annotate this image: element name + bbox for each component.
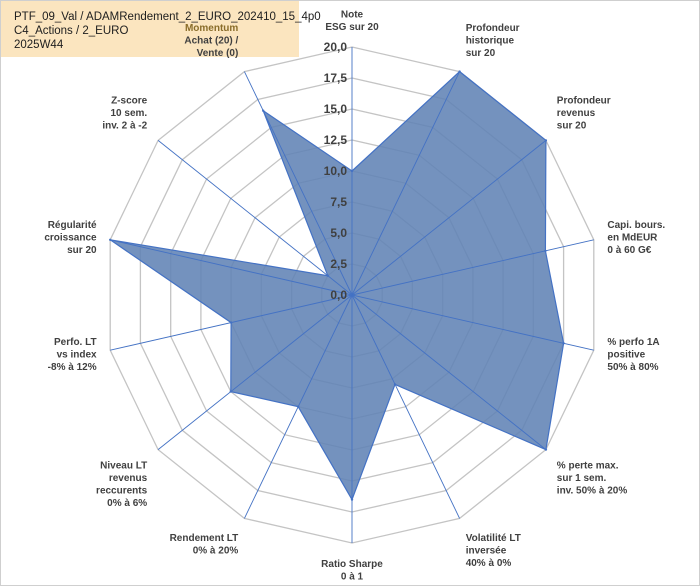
axis-label-group: Ratio Sharpe 0 à 1 xyxy=(321,559,383,583)
axis-label-line: Capi. bours. xyxy=(607,220,665,231)
axis-label-line: Perfo. LT xyxy=(54,337,97,348)
axis-label-line: Volatilité LT xyxy=(466,533,521,544)
radial-tick-label: 17,5 xyxy=(324,71,348,85)
radar-spoke xyxy=(351,71,461,296)
axis-label-line: Profondeur xyxy=(466,23,520,34)
axis-label-line: en MdEUR xyxy=(607,233,658,244)
axis-label-line: 0 à 60 G€ xyxy=(607,245,651,256)
radial-tick-label: 5,0 xyxy=(330,226,347,240)
axis-label-line: vs index xyxy=(57,349,97,360)
axis-label-line: croissance xyxy=(44,233,97,244)
radar-spoke xyxy=(157,140,353,296)
radar-spokes xyxy=(110,47,594,543)
axis-label-line: ESG sur 20 xyxy=(325,22,379,33)
axis-label-line: % perfo 1A xyxy=(607,337,659,348)
axis-label-line: Vente (0) xyxy=(197,48,239,59)
radial-tick-label: 2,5 xyxy=(330,257,347,271)
axis-label-line: % perte max. xyxy=(557,460,619,471)
radial-tick-label: 10,0 xyxy=(324,164,348,178)
axis-label-line: inv. 50% à 20% xyxy=(557,485,628,496)
axis-label-line: -8% à 12% xyxy=(48,362,97,373)
axis-label-line: 50% à 80% xyxy=(607,362,658,373)
axis-label-line: revenus xyxy=(109,473,148,484)
radar-spoke xyxy=(110,239,353,296)
radar-spoke xyxy=(351,140,547,296)
chart-title-box: PTF_09_Val / ADAMRendement_2_EURO_202410… xyxy=(1,1,321,57)
axis-label-group: % perte max. sur 1 sem.inv. 50% à 20% xyxy=(557,460,628,496)
radar-spoke xyxy=(351,294,547,450)
axis-label-line: sur 20 xyxy=(466,48,496,59)
axis-label-line: inv. 2 à -2 xyxy=(102,121,147,132)
axis-label-line: sur 20 xyxy=(67,245,97,256)
radar-spoke xyxy=(243,71,353,296)
axis-label-line: Achat (20) / xyxy=(184,35,238,46)
axis-label-line: Ratio Sharpe xyxy=(321,559,383,570)
radial-tick-label: 20,0 xyxy=(324,40,348,54)
axis-label-line: Z-score xyxy=(111,96,148,107)
chart-title-line-2: C4_Actions / 2_EURO xyxy=(14,25,129,37)
radar-tick-labels: 0,0 2,5 5,0 7,5 10,0 12,5 15,0 17,5 20,0 xyxy=(324,40,348,302)
chart-title-line-3: 2025W44 xyxy=(14,39,64,51)
axis-label-line: 0% à 6% xyxy=(107,498,147,509)
axis-label-line: 10 sem. xyxy=(110,108,147,119)
radar-spoke xyxy=(351,239,594,296)
radial-tick-label: 7,5 xyxy=(330,195,347,209)
radial-tick-label: 12,5 xyxy=(324,133,348,147)
radar-spoke xyxy=(243,294,353,519)
radar-spoke xyxy=(351,294,594,351)
axis-label-line: Momentum xyxy=(185,23,238,34)
radial-tick-label: 0,0 xyxy=(330,288,347,302)
axis-label-line: revenus xyxy=(557,108,596,119)
axis-label-line: inversée xyxy=(466,546,507,557)
axis-label-line: positive xyxy=(607,349,645,360)
radar-spoke xyxy=(157,294,353,450)
axis-label-line: Profondeur xyxy=(557,96,611,107)
radar-spoke xyxy=(351,294,461,519)
axis-label-line: 40% à 0% xyxy=(466,558,512,569)
chart-title-line-1: PTF_09_Val / ADAMRendement_2_EURO_202410… xyxy=(14,11,321,23)
radial-tick-label: 15,0 xyxy=(324,102,348,116)
axis-label-line: Rendement LT xyxy=(170,533,239,544)
axis-label-line: sur 1 sem. xyxy=(557,473,607,484)
axis-label-line: 0 à 1 xyxy=(341,572,364,583)
axis-label-line: reccurents xyxy=(96,485,148,496)
radar-spoke xyxy=(110,294,353,351)
axis-label-group: Rendement LT 0% à 20% xyxy=(170,533,239,557)
axis-label-line: Régularité xyxy=(48,220,97,231)
axis-label-line: sur 20 xyxy=(557,121,587,132)
axis-label-line: Note xyxy=(341,10,364,21)
axis-label-line: Niveau LT xyxy=(100,460,147,471)
axis-label-line: 0% à 20% xyxy=(193,546,239,557)
axis-label-line: historique xyxy=(466,35,515,46)
